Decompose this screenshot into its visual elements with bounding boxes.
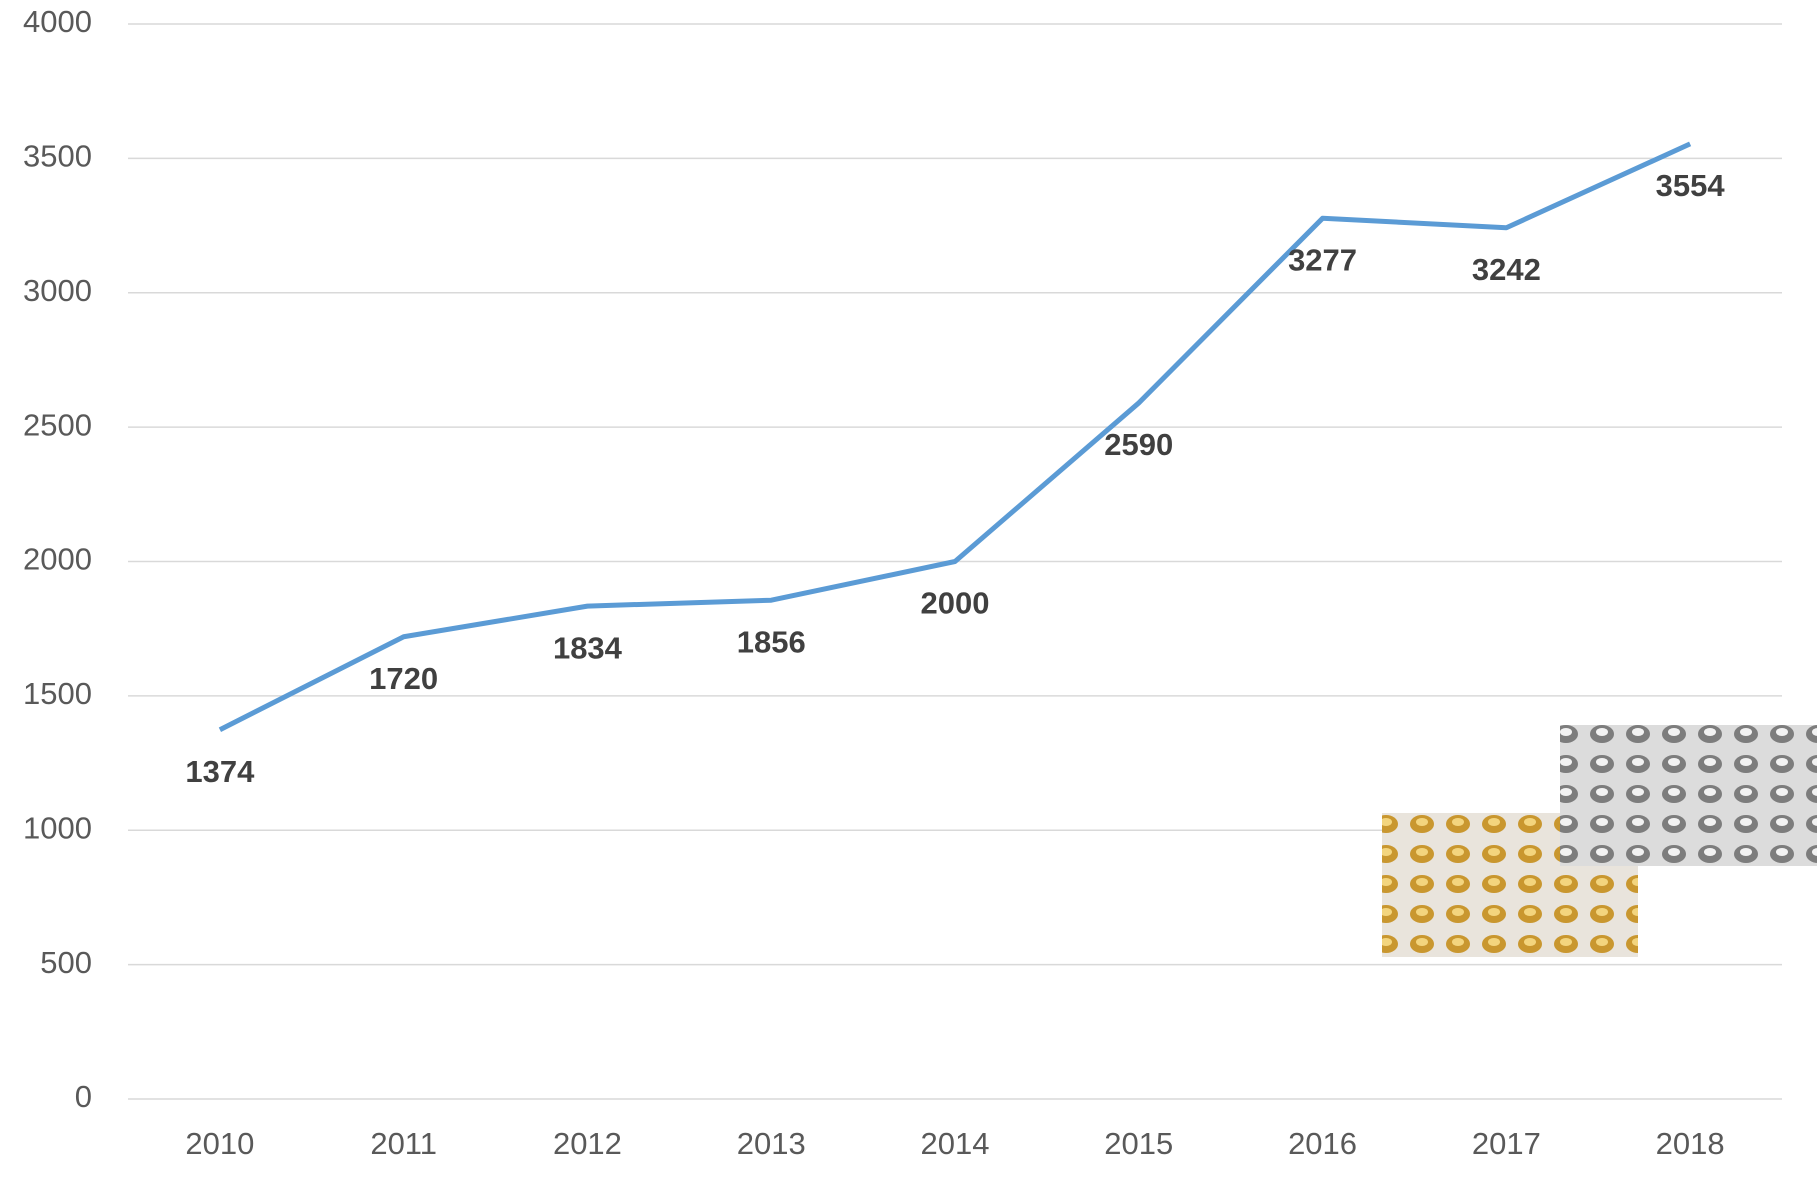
y-tick-label: 3000 bbox=[23, 273, 92, 308]
data-label: 1374 bbox=[185, 754, 255, 789]
x-tick-label: 2011 bbox=[370, 1126, 437, 1161]
data-label: 1720 bbox=[369, 661, 438, 696]
y-tick-label: 1000 bbox=[23, 810, 92, 845]
x-tick-label: 2018 bbox=[1656, 1126, 1725, 1161]
data-label: 2590 bbox=[1104, 427, 1173, 462]
y-tick-label: 0 bbox=[75, 1079, 92, 1114]
y-tick-label: 500 bbox=[40, 945, 92, 980]
x-tick-label: 2010 bbox=[185, 1126, 254, 1161]
data-label: 1834 bbox=[553, 630, 623, 665]
data-label: 3554 bbox=[1656, 168, 1726, 203]
x-tick-label: 2015 bbox=[1104, 1126, 1173, 1161]
x-tick-label: 2017 bbox=[1472, 1126, 1541, 1161]
x-tick-label: 2013 bbox=[737, 1126, 806, 1161]
y-tick-label: 2000 bbox=[23, 542, 92, 577]
grid: 0 500 1000 1500 2000 2500 3000 3500 4000 bbox=[23, 4, 1782, 1114]
data-label: 2000 bbox=[921, 586, 990, 621]
silver-rings-image bbox=[1560, 725, 1817, 866]
data-label: 1856 bbox=[737, 624, 806, 659]
y-tick-label: 1500 bbox=[23, 676, 92, 711]
y-tick-label: 4000 bbox=[23, 4, 92, 39]
data-label: 3242 bbox=[1472, 252, 1541, 287]
y-tick-label: 2500 bbox=[23, 407, 92, 442]
line-series bbox=[218, 141, 1692, 732]
x-tick-label: 2014 bbox=[921, 1126, 990, 1161]
y-tick-label: 3500 bbox=[23, 139, 92, 174]
x-tick-label: 2012 bbox=[553, 1126, 622, 1161]
plot-area: 2010 2011 2012 2013 2014 2015 2016 2017 2018 1374… bbox=[185, 141, 1726, 1161]
data-label: 3277 bbox=[1288, 242, 1357, 277]
x-tick-label: 2016 bbox=[1288, 1126, 1357, 1161]
